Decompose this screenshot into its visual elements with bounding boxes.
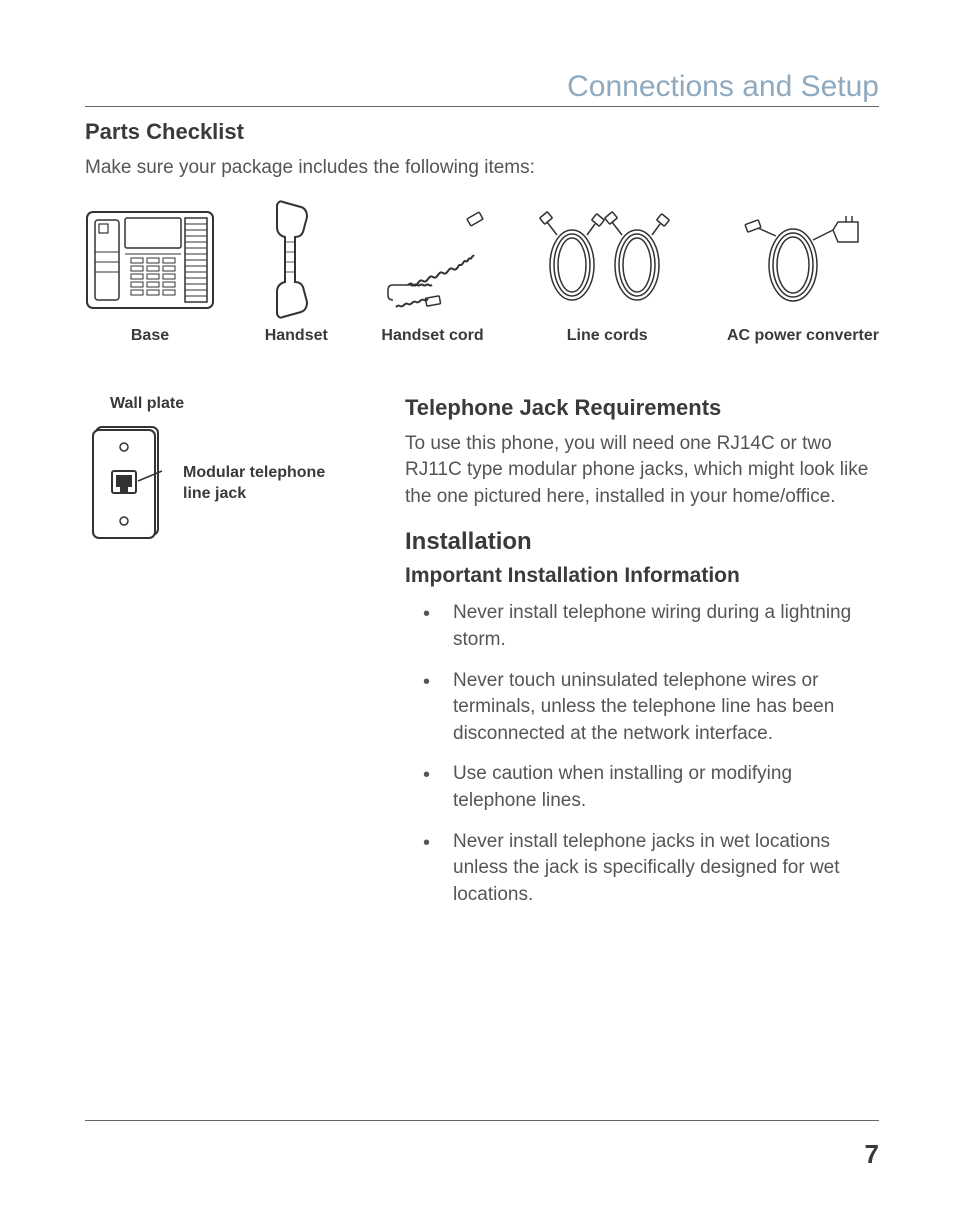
parts-checklist-intro: Make sure your package includes the foll… [85,155,879,181]
bullet-item: Never touch uninsulated telephone wires … [405,668,879,748]
part-label: Line cords [567,327,648,345]
part-handset: Handset [265,205,328,345]
wall-plate-icon [90,423,168,546]
base-icon [85,205,215,315]
modular-label-line1: Modular telephone [183,464,325,481]
installation-heading: Installation [405,528,879,556]
part-handset-cord: Handset cord [378,205,488,345]
part-line-cords: Line cords [537,205,677,345]
bullet-item: Use caution when installing or modifying… [405,761,879,814]
wall-plate-label: Wall plate [110,395,405,413]
parts-row: Base Handset [85,205,879,345]
line-cords-icon [537,205,677,315]
footer-rule [85,1120,879,1121]
part-base: Base [85,205,215,345]
handset-icon [271,205,321,315]
page-number: 7 [85,1139,879,1170]
part-label: Handset cord [381,327,483,345]
installation-sub: Important Installation Information [405,564,879,588]
ac-converter-icon [738,205,868,315]
modular-jack-label: Modular telephone line jack [183,463,325,505]
handset-cord-icon [378,205,488,315]
left-column: Wall plate Modular telephone line jack [85,395,405,923]
jack-req-heading: Telephone Jack Requirements [405,395,879,421]
parts-checklist-heading: Parts Checklist [85,119,879,145]
section-header: Connections and Setup [85,70,879,104]
bullet-item: Never install telephone jacks in wet loc… [405,829,879,909]
part-ac-converter: AC power converter [727,205,879,345]
part-label: Base [131,327,169,345]
lower-section: Wall plate Modular telephone line jack [85,395,879,923]
part-label: AC power converter [727,327,879,345]
right-column: Telephone Jack Requirements To use this … [405,395,879,923]
top-rule [85,106,879,107]
bullet-item: Never install telephone wiring during a … [405,600,879,653]
part-label: Handset [265,327,328,345]
installation-bullets: Never install telephone wiring during a … [405,600,879,908]
modular-label-line2: line jack [183,485,246,502]
footer: 7 [85,1120,879,1170]
jack-req-body: To use this phone, you will need one RJ1… [405,431,879,511]
